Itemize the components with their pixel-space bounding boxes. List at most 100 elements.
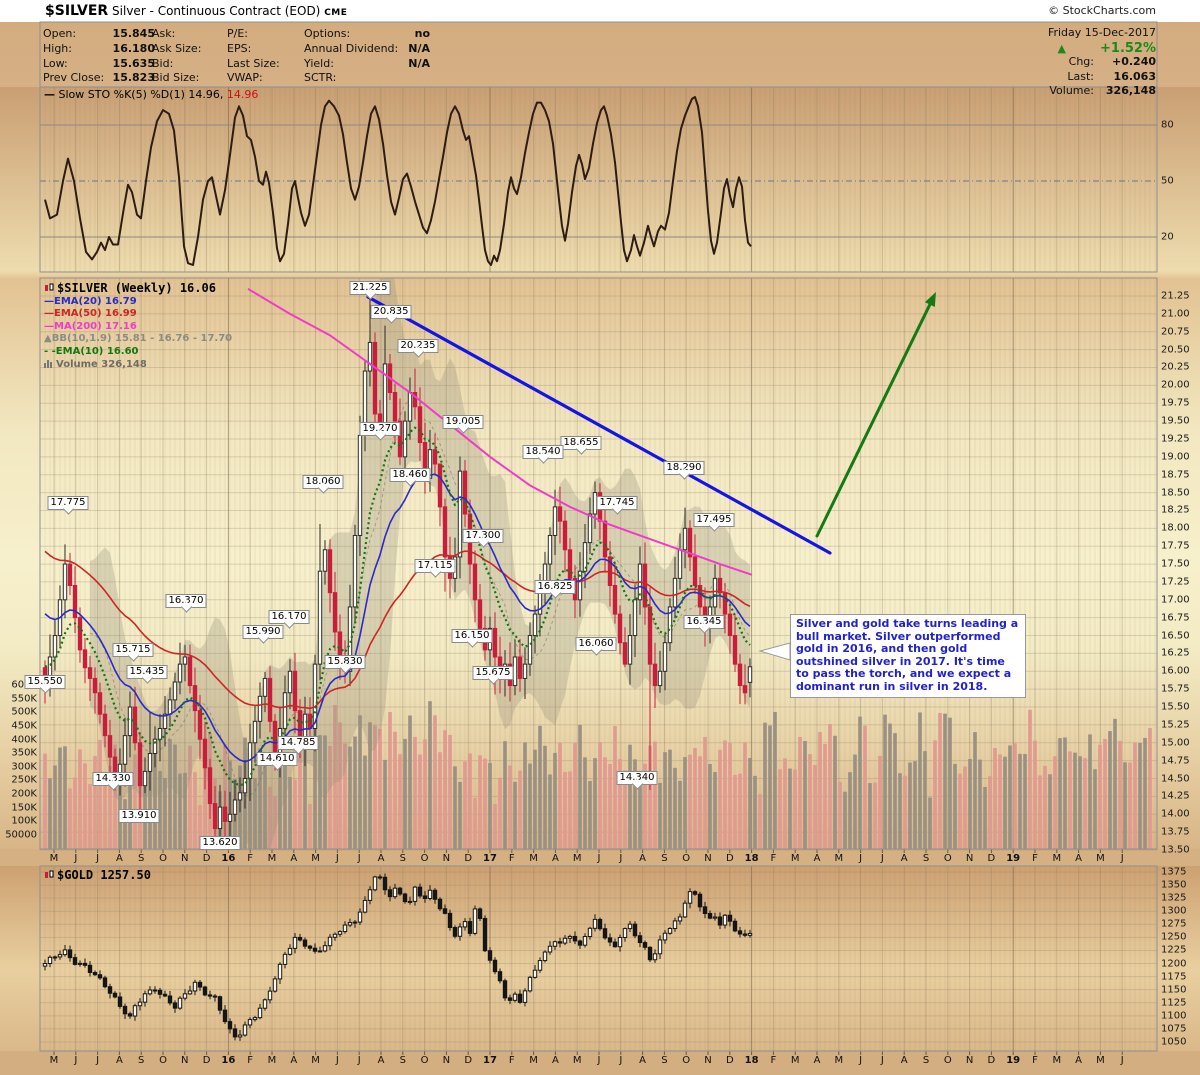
price-annotation: 15.435: [126, 665, 168, 684]
axis-tick: 600K: [0, 680, 37, 691]
axis-tick: F: [1032, 1054, 1038, 1066]
axis-tick: M: [529, 1054, 538, 1066]
bid-label: Bid:: [152, 56, 174, 70]
axis-tick: M: [572, 852, 582, 864]
axis-tick: S: [138, 1054, 145, 1066]
axis-tick: 19.00: [1161, 451, 1190, 463]
sto-legend: — Slow STO %K(5) %D(1) 14.96, 14.96: [44, 88, 259, 101]
lastsize-label: Last Size:: [227, 56, 280, 70]
axis-tick: M: [834, 852, 844, 864]
exchange: CME: [324, 8, 348, 18]
axis-tick: N: [442, 1054, 451, 1066]
quote-date: Friday 15-Dec-2017: [1047, 26, 1156, 39]
axis-tick: 1325: [1161, 892, 1187, 904]
price-annotation: 18.540: [522, 445, 564, 464]
bb-icon: ▲: [44, 333, 52, 345]
axis-tick: 21.00: [1161, 308, 1190, 320]
axis-tick: A: [900, 852, 908, 864]
axis-tick: A: [377, 852, 385, 864]
axis-tick: 1250: [1161, 931, 1187, 943]
axis-tick: J: [335, 852, 339, 864]
main-legend: $SILVER (Weekly) 16.06 —EMA(20) 16.79 —E…: [44, 282, 232, 372]
axis-tick: 450K: [11, 720, 37, 732]
axis-tick: 17: [483, 1054, 497, 1066]
analyst-note: Silver and gold take turns leading a bul…: [790, 614, 1026, 698]
axis-tick: S: [922, 1054, 930, 1066]
axis-tick: 16: [221, 852, 236, 864]
axis-tick: 80: [1161, 119, 1174, 131]
axis-tick: N: [965, 1054, 974, 1066]
axis-tick: M: [1052, 1054, 1062, 1066]
ema10-swatch-icon: - -: [44, 345, 56, 357]
axis-tick: J: [880, 852, 884, 864]
last-label: Last:: [1067, 69, 1094, 83]
axis-tick: S: [399, 1054, 406, 1066]
axis-tick: D: [987, 852, 996, 864]
axis-tick: 19.25: [1161, 433, 1190, 445]
price-annotation: 14.610: [256, 752, 298, 771]
yield-label: Yield:: [304, 56, 334, 70]
axis-tick: D: [202, 1054, 211, 1066]
axis-tick: 300K: [11, 761, 37, 773]
quote-column-fundamentals: P/E: EPS: Last Size: VWAP:: [227, 27, 289, 86]
pct-change: +1.52%: [1100, 40, 1156, 56]
volume-label: Volume:: [1049, 84, 1094, 97]
axis-tick: O: [682, 852, 691, 864]
axis-tick: D: [464, 852, 473, 864]
axis-tick: 15.25: [1161, 719, 1190, 731]
axis-tick: 17.75: [1161, 540, 1190, 552]
price-annotation: 16.170: [268, 610, 310, 629]
options-label: Options:: [304, 27, 351, 40]
axis-tick: 19: [1006, 1054, 1021, 1066]
axis-tick: O: [943, 1054, 952, 1066]
axis-tick: A: [1075, 852, 1083, 864]
axis-tick: 17.00: [1161, 594, 1190, 606]
price-annotation: 17.775: [47, 496, 89, 515]
axis-tick: A: [900, 1054, 908, 1066]
axis-tick: 17: [483, 852, 497, 864]
axis-tick: J: [880, 1054, 884, 1066]
symbol: $SILVER: [45, 3, 109, 19]
axis-tick: S: [661, 852, 668, 864]
axis-tick: A: [115, 852, 123, 864]
axis-tick: M: [790, 1054, 800, 1066]
axis-tick: 13.50: [1161, 844, 1190, 856]
axis-tick: A: [115, 1054, 123, 1066]
low-value: 15.635: [112, 56, 155, 70]
ema20-swatch-icon: —: [44, 295, 54, 307]
axis-tick: 400K: [11, 734, 37, 745]
axis-tick: A: [551, 1054, 559, 1066]
axis-tick: 1275: [1161, 918, 1187, 930]
axis-tick: M: [834, 1054, 844, 1066]
axis-tick: 21.25: [1161, 290, 1190, 302]
options-value: no: [414, 27, 430, 40]
axis-tick: 1300: [1161, 905, 1187, 917]
axis-tick: J: [1120, 1054, 1124, 1066]
axis-tick: J: [74, 1054, 78, 1066]
price-annotation: 17.745: [596, 496, 638, 515]
chg-value: +0.240: [1111, 55, 1156, 68]
axis-tick: 50: [1161, 175, 1174, 187]
axis-tick: M: [1096, 1054, 1105, 1066]
axis-tick: A: [813, 1054, 821, 1066]
stockcharts-credit: © StockCharts.com: [1048, 4, 1156, 17]
price-annotation: 15.715: [112, 643, 154, 662]
axis-tick: 16: [221, 1054, 236, 1066]
axis-tick: N: [181, 852, 189, 864]
axis-tick: N: [181, 1054, 189, 1066]
axis-tick: 1225: [1161, 944, 1187, 956]
axis-tick: O: [159, 1054, 167, 1066]
axis-tick: J: [335, 1054, 339, 1066]
price-annotation: 17.300: [462, 529, 504, 548]
axis-tick: M: [49, 1054, 59, 1066]
axis-tick: 150K: [11, 802, 37, 814]
axis-tick: D: [725, 1054, 734, 1066]
low-label: Low:: [43, 56, 68, 70]
price-annotation: 21.225: [349, 281, 391, 300]
axis-tick: 200K: [11, 788, 37, 800]
pe-label: P/E:: [227, 27, 248, 40]
axis-tick: N: [704, 1054, 712, 1066]
axis-tick: 16.00: [1161, 665, 1190, 677]
